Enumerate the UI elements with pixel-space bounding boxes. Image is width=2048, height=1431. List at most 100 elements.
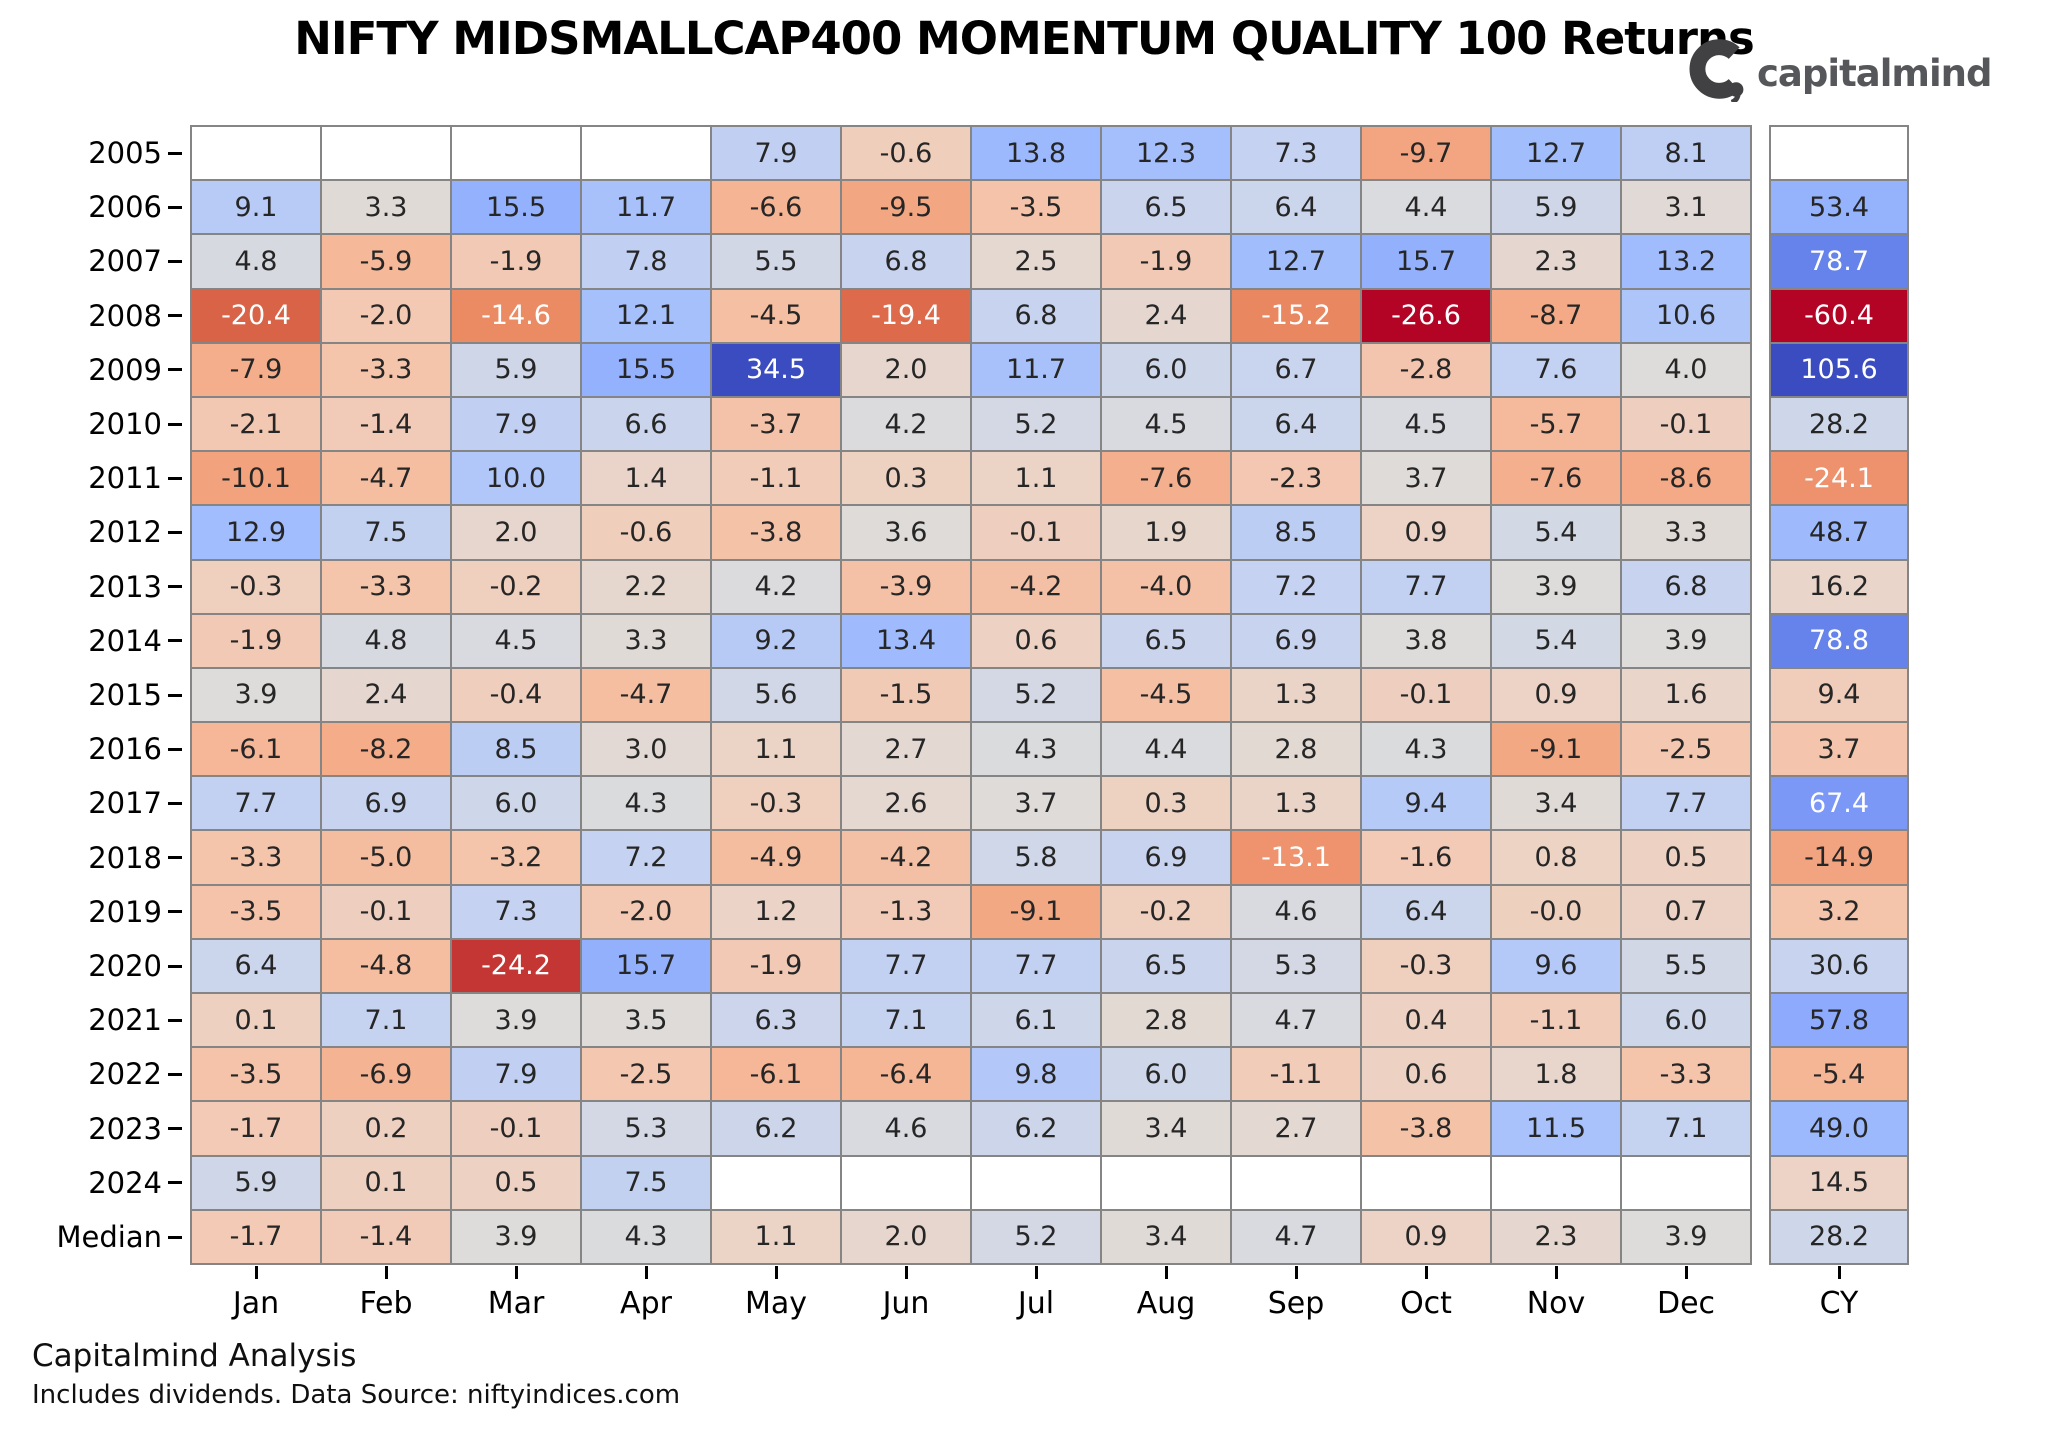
heatmap-cell: 7.7 [1362,560,1490,613]
heatmap-cell: -0.4 [452,668,580,722]
heatmap-cell: 2.7 [842,723,970,776]
heatmap-cell: 12.7 [1232,235,1360,288]
y-axis-tick [168,585,182,589]
heatmap-cell: -0.1 [1622,397,1750,451]
heatmap-cell [452,127,580,180]
heatmap-cell: -8.2 [322,723,450,776]
heatmap-cell: 6.0 [1622,994,1750,1047]
heatmap-cell: 4.6 [1232,885,1360,938]
heatmap-cell: 7.2 [1232,560,1360,613]
heatmap-cell: -2.8 [1362,343,1490,396]
heatmap-cell: 7.2 [582,831,710,884]
heatmap-cell: 6.0 [1102,343,1230,396]
heatmap-cell: -0.1 [322,885,450,938]
heatmap-cell: 4.0 [1622,343,1750,396]
heatmap-cell: 4.4 [1102,723,1230,776]
y-axis-tick [168,1181,182,1185]
heatmap-cell: 4.6 [842,1102,970,1155]
capitalmind-c-comma-icon [1684,36,1750,102]
heatmap-cell: 4.8 [192,235,320,288]
row-label: 2008 [88,298,162,333]
heatmap-cell: 5.4 [1492,614,1620,667]
row-label: 2022 [88,1057,162,1092]
heatmap-cell: 4.3 [1362,723,1490,776]
heatmap-cell: -9.7 [1362,127,1490,180]
row-label: 2016 [88,732,162,767]
heatmap-cell: 3.3 [582,614,710,667]
heatmap-cell: -0.3 [1362,939,1490,992]
heatmap-cell: -3.3 [1622,1048,1750,1101]
heatmap-cell: 6.9 [1102,831,1230,884]
heatmap-cell: 4.2 [842,397,970,451]
y-axis-tick [168,260,182,263]
heatmap-cell: 7.7 [192,777,320,830]
x-axis-tick [254,1266,258,1279]
heatmap-cell: -0.6 [842,127,970,180]
heatmap-cell: 3.9 [1622,1210,1750,1263]
heatmap-cell: -13.1 [1232,831,1360,884]
heatmap-cell: 1.9 [1102,506,1230,559]
x-axis-tick [774,1266,778,1279]
heatmap-cell: 48.7 [1771,506,1907,559]
heatmap-cell: 15.7 [1362,235,1490,288]
heatmap-cell: 6.0 [452,777,580,830]
x-axis-tick [1684,1266,1688,1279]
heatmap-cell: -4.0 [1102,560,1230,613]
y-axis-tick [168,1235,182,1239]
x-axis-tick [1424,1266,1428,1279]
heatmap-cell: 3.6 [842,506,970,559]
row-label: 2023 [88,1111,162,1146]
heatmap-cell: 1.1 [712,1210,840,1263]
y-axis-tick [168,368,182,372]
heatmap-cell [582,127,710,180]
heatmap-cell: 7.9 [452,397,580,451]
heatmap-cell: 5.9 [1492,181,1620,234]
heatmap-cell: -3.9 [842,560,970,613]
heatmap-cell: -3.7 [712,397,840,451]
heatmap-cell: 3.3 [1622,506,1750,559]
row-label: 2012 [88,515,162,550]
heatmap-cell: 34.5 [712,343,840,396]
heatmap-cell: 6.0 [1102,1048,1230,1101]
heatmap-cell: 3.9 [1622,614,1750,667]
heatmap-cell [1771,127,1907,180]
heatmap-cell: 0.4 [1362,994,1490,1047]
col-label: Sep [1267,1286,1325,1321]
col-label: Jun [882,1286,930,1321]
heatmap-cell: 7.9 [452,1048,580,1101]
heatmap-cell: 0.9 [1492,668,1620,722]
col-label: Feb [359,1286,413,1321]
heatmap-cell: -0.2 [452,560,580,613]
heatmap-cell: 3.7 [1771,723,1907,776]
heatmap-cell: 5.2 [972,1210,1100,1263]
heatmap-cell: -8.7 [1492,289,1620,342]
y-axis-tick [168,639,182,643]
heatmap-cell: 7.1 [842,994,970,1047]
col-label: May [744,1286,808,1321]
heatmap-cell: 0.9 [1362,1210,1490,1263]
heatmap-cell: 15.7 [582,939,710,992]
heatmap-cell: 6.4 [192,939,320,992]
heatmap-cell: 14.5 [1771,1156,1907,1209]
heatmap-cell: 3.9 [452,994,580,1047]
heatmap-cell: 4.5 [1362,397,1490,451]
heatmap-cell: 1.3 [1232,777,1360,830]
heatmap-cell [1362,1156,1490,1209]
heatmap-cell [712,1156,840,1209]
heatmap-cell: -9.1 [972,885,1100,938]
heatmap-cell: -3.5 [972,181,1100,234]
heatmap-cell: -7.6 [1492,452,1620,505]
cy-col-label: CY [1819,1286,1859,1321]
heatmap-cell: 3.7 [972,777,1100,830]
heatmap-cell: 9.4 [1771,668,1907,722]
heatmap-cell: 5.5 [712,235,840,288]
heatmap-cell: 8.5 [1232,506,1360,559]
capitalmind-logo: capitalmind [1684,36,1992,102]
heatmap-cell: 4.7 [1232,1210,1360,1263]
heatmap-cell: 7.3 [452,885,580,938]
heatmap-cell: 6.4 [1362,885,1490,938]
heatmap-cell: -3.3 [192,831,320,884]
heatmap-cell: 3.7 [1362,452,1490,505]
heatmap-cell: -3.3 [322,560,450,613]
heatmap-cell: 3.2 [1771,885,1907,938]
